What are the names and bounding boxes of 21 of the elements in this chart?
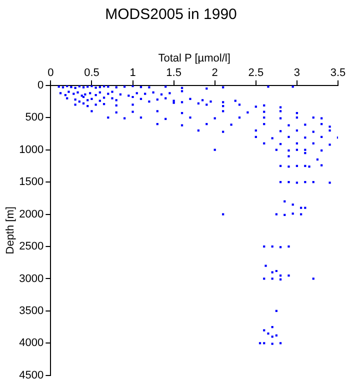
y-tick-label: 2500 (19, 240, 44, 253)
x-tick-label: 0.5 (84, 66, 100, 79)
x-tick-label: 2 (212, 66, 218, 79)
y-axis-title: Depth [m] (4, 206, 17, 254)
x-tick-label: 2.5 (248, 66, 264, 79)
x-tick-label: 0 (48, 66, 54, 79)
y-tick-label: 0 (38, 79, 44, 92)
y-tick-label: 3500 (19, 304, 44, 317)
y-tick-label: 1500 (19, 176, 44, 188)
x-tick-label: 3.5 (330, 66, 346, 79)
y-tick-label: 3000 (19, 272, 44, 285)
y-tick-label: 2000 (19, 208, 44, 220)
y-tick-label: 4000 (19, 337, 44, 350)
y-tick-label: 4500 (19, 369, 44, 382)
x-tick-label: 1 (130, 66, 136, 79)
x-tick-label: 1.5 (166, 66, 182, 79)
y-tick-label: 500 (25, 112, 44, 124)
x-axis-title: Total P [µmol/l] (158, 52, 230, 65)
chart-title: MODS2005 in 1990 (105, 6, 237, 24)
y-tick-label: 1000 (19, 144, 44, 156)
x-tick-label: 3 (294, 66, 300, 79)
